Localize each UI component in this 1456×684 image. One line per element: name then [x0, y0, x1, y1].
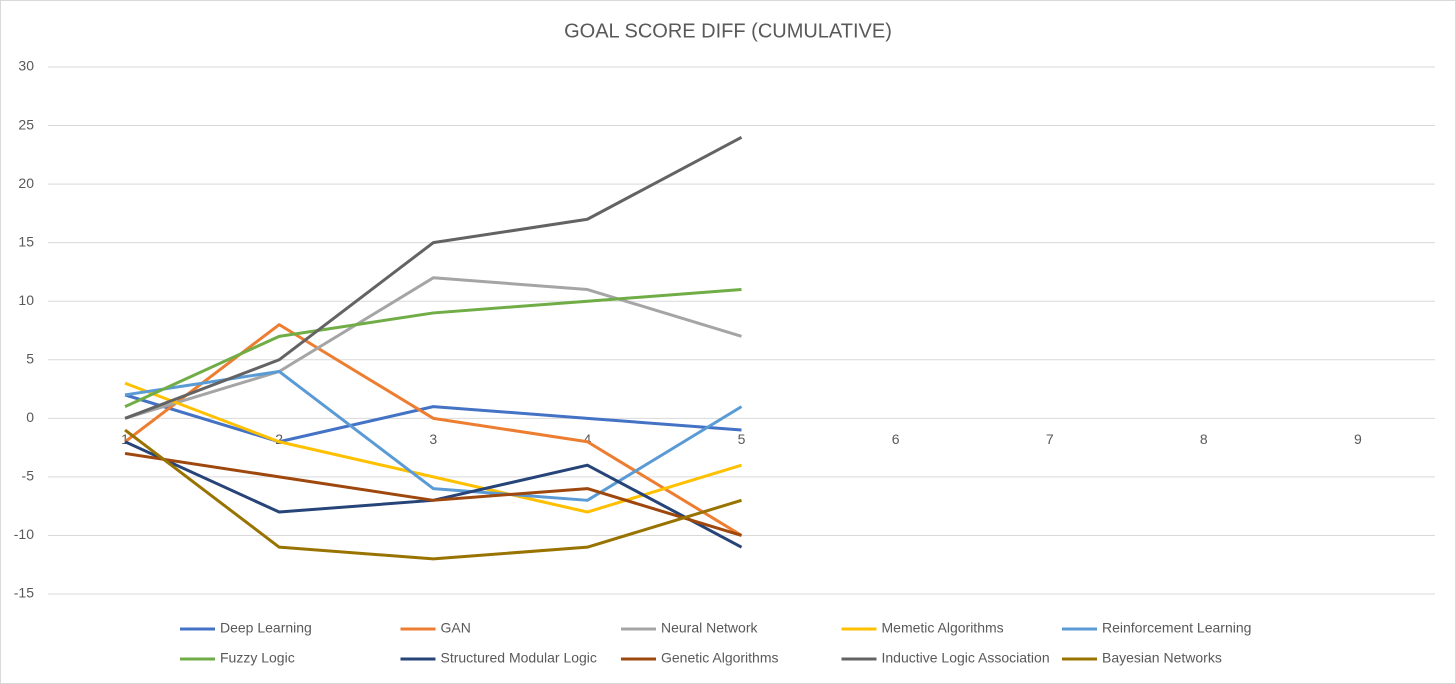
x-tick-label: 4 [583, 431, 591, 447]
chart-title: GOAL SCORE DIFF (CUMULATIVE) [564, 20, 892, 42]
legend-label: Inductive Logic Association [882, 650, 1050, 666]
y-tick-label: 15 [18, 233, 34, 249]
x-tick-label: 8 [1200, 431, 1208, 447]
y-tick-label: -15 [14, 585, 34, 601]
series-line [124, 135, 743, 420]
y-tick-label: 0 [26, 409, 34, 425]
series-line [124, 451, 742, 537]
x-tick-label: 7 [1046, 431, 1054, 447]
legend-label: Structured Modular Logic [441, 650, 597, 666]
x-tick-label: 3 [429, 431, 437, 447]
legend-label: Genetic Algorithms [661, 650, 779, 666]
y-tick-label: -10 [14, 526, 34, 542]
legend-label: Neural Network [661, 620, 758, 636]
series-line [124, 288, 742, 408]
series-line [124, 428, 742, 561]
legend-label: Memetic Algorithms [882, 620, 1004, 636]
y-tick-label: 20 [18, 175, 34, 191]
series-line [124, 276, 742, 420]
series-line [124, 381, 742, 514]
legend-label: Bayesian Networks [1102, 650, 1222, 666]
series-line [124, 393, 742, 444]
x-tick-label: 1 [121, 431, 129, 447]
legend-label: Reinforcement Learning [1102, 620, 1251, 636]
y-tick-label: 5 [26, 350, 34, 366]
x-tick-label: 6 [892, 431, 900, 447]
y-tick-label: 30 [18, 58, 34, 74]
x-tick-label: 5 [738, 431, 746, 447]
y-tick-label: 25 [18, 116, 34, 132]
series-line [124, 323, 743, 537]
legend-label: Fuzzy Logic [220, 650, 295, 666]
legend-label: GAN [441, 620, 471, 636]
legend-label: Deep Learning [220, 620, 312, 636]
y-tick-label: 10 [18, 292, 34, 308]
x-tick-label: 9 [1354, 431, 1362, 447]
y-tick-label: -5 [22, 468, 35, 484]
x-tick-label: 2 [275, 431, 283, 447]
